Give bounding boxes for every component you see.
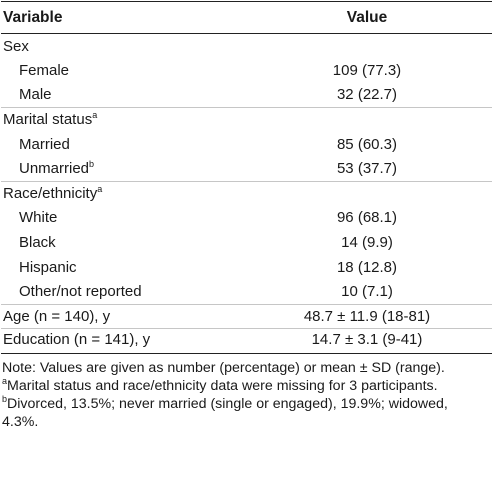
row-value-race-ethnicity bbox=[242, 180, 492, 206]
footnote-marker-a: a bbox=[92, 110, 98, 121]
row-value-marital-status bbox=[242, 106, 492, 132]
row-label-black: Black bbox=[19, 234, 56, 252]
note-b: bDivorced, 13.5%; never married (single … bbox=[2, 395, 487, 431]
row-label-other: Other/not reported bbox=[19, 282, 142, 300]
marital-status-text: Marital status bbox=[3, 111, 93, 129]
note-a-text: Marital status and race/ethnicity data w… bbox=[7, 377, 438, 394]
table-row-white: White 96 (68.1) bbox=[1, 206, 492, 231]
row-label-white: White bbox=[19, 209, 58, 227]
table-row-education: Education (n = 141), y 14.7 ± 3.1 (9-41) bbox=[1, 328, 492, 354]
row-label-race-ethnicity: Race/ethnicitya bbox=[1, 180, 242, 206]
row-value-other: 10 (7.1) bbox=[341, 282, 393, 300]
table-row-race-ethnicity: Race/ethnicitya bbox=[1, 180, 492, 206]
table-row-sex: Sex bbox=[1, 34, 492, 59]
row-label-marital-status: Marital statusa bbox=[1, 106, 242, 132]
row-label-sex: Sex bbox=[3, 37, 29, 55]
row-label-education: Education (n = 141), y bbox=[1, 328, 242, 354]
row-value-education: 14.7 ± 3.1 (9-41) bbox=[242, 328, 492, 354]
footnote-marker-b: b bbox=[89, 159, 95, 170]
row-label-hispanic: Hispanic bbox=[19, 258, 77, 276]
note-a: aMarital status and race/ethnicity data … bbox=[2, 375, 487, 395]
row-value-black: 14 (9.9) bbox=[341, 234, 393, 252]
table-notes: Note: Values are given as number (percen… bbox=[0, 354, 493, 432]
row-value-sex bbox=[242, 34, 492, 59]
note-b-marker: b bbox=[2, 394, 8, 405]
table-row-age: Age (n = 140), y 48.7 ± 11.9 (18-81) bbox=[1, 303, 492, 329]
table-row-married: Married 85 (60.3) bbox=[1, 132, 492, 157]
header-value: Value bbox=[242, 1, 492, 34]
note-a-marker: a bbox=[2, 375, 8, 386]
row-label-male: Male bbox=[19, 86, 52, 104]
note-main: Note: Values are given as number (percen… bbox=[2, 359, 445, 376]
row-value-age: 48.7 ± 11.9 (18-81) bbox=[242, 303, 492, 329]
header-row: Variable Value bbox=[1, 1, 492, 34]
row-label-unmarried: Unmarriedb bbox=[1, 156, 242, 181]
row-value-married: 85 (60.3) bbox=[336, 135, 398, 153]
note-b-text: Divorced, 13.5%; never married (single o… bbox=[2, 396, 448, 431]
row-value-male: 32 (22.7) bbox=[336, 86, 398, 104]
table-row-hispanic: Hispanic 18 (12.8) bbox=[1, 255, 492, 280]
row-label-married: Married bbox=[19, 135, 70, 153]
row-label-age: Age (n = 140), y bbox=[1, 303, 242, 329]
table-row-marital-status: Marital statusa bbox=[1, 106, 492, 132]
unmarried-text: Unmarried bbox=[19, 160, 90, 178]
row-value-hispanic: 18 (12.8) bbox=[336, 258, 398, 276]
table-row-female: Female 109 (77.3) bbox=[1, 58, 492, 83]
footnote-marker-a: a bbox=[97, 184, 103, 195]
header-variable: Variable bbox=[1, 1, 242, 34]
race-ethnicity-text: Race/ethnicity bbox=[3, 185, 98, 203]
table-row-other: Other/not reported 10 (7.1) bbox=[1, 279, 492, 304]
table-row-male: Male 32 (22.7) bbox=[1, 83, 492, 108]
table-row-unmarried: Unmarriedb 53 (37.7) bbox=[1, 156, 492, 181]
row-value-female: 109 (77.3) bbox=[332, 61, 402, 79]
row-label-female: Female bbox=[19, 61, 70, 79]
table-row-black: Black 14 (9.9) bbox=[1, 230, 492, 255]
row-value-white: 96 (68.1) bbox=[336, 209, 398, 227]
demographics-table: Variable Value Sex Female 109 (77.3) Mal… bbox=[1, 1, 492, 354]
row-value-unmarried: 53 (37.7) bbox=[336, 160, 398, 178]
